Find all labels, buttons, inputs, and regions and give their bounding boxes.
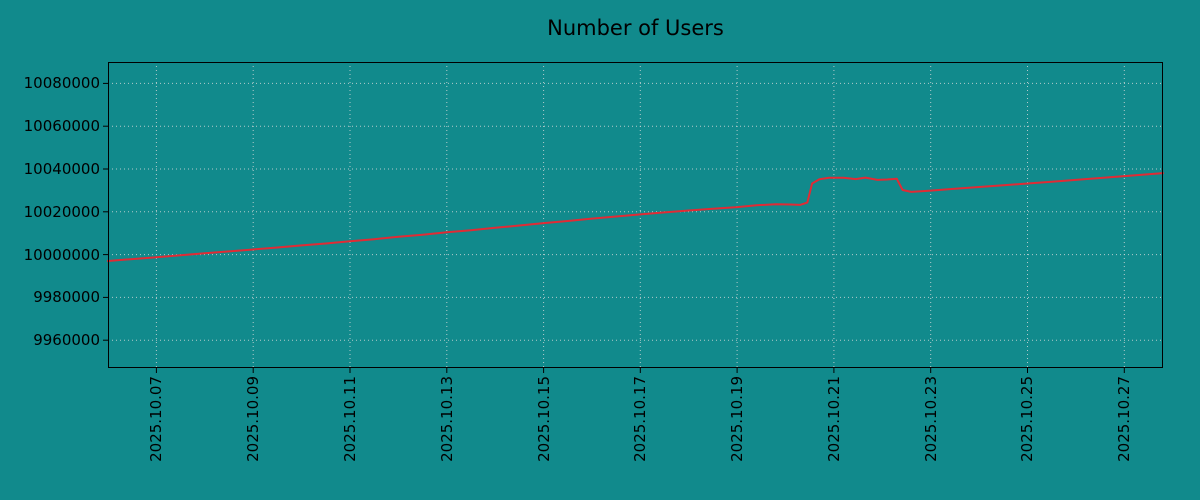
y-tick-label: 10080000 <box>23 74 100 93</box>
x-tick-label: 2025.10.25 <box>1018 376 1037 462</box>
x-tick-label: 2025.10.15 <box>534 376 553 462</box>
chart-title: Number of Users <box>547 16 724 40</box>
data-series-line <box>107 172 1164 262</box>
x-tick-label: 2025.10.21 <box>824 376 843 462</box>
x-tick-label: 2025.10.11 <box>340 376 359 462</box>
y-tick-label: 10060000 <box>23 117 100 136</box>
plot-area <box>103 62 1164 373</box>
line-chart-svg <box>103 62 1164 373</box>
x-tick-label: 2025.10.23 <box>921 376 940 462</box>
x-tick-label: 2025.10.27 <box>1115 376 1134 462</box>
y-tick-label: 10020000 <box>23 202 100 221</box>
x-tick-label: 2025.10.07 <box>147 376 166 462</box>
y-tick-label: 10040000 <box>23 159 100 178</box>
y-tick-label: 9960000 <box>33 331 100 350</box>
x-tick-label: 2025.10.17 <box>631 376 650 462</box>
x-tick-label: 2025.10.09 <box>244 376 263 462</box>
y-tick-label: 10000000 <box>23 245 100 264</box>
x-tick-label: 2025.10.13 <box>437 376 456 462</box>
plot-border <box>108 62 1163 368</box>
y-tick-label: 9980000 <box>33 288 100 307</box>
x-tick-label: 2025.10.19 <box>728 376 747 462</box>
